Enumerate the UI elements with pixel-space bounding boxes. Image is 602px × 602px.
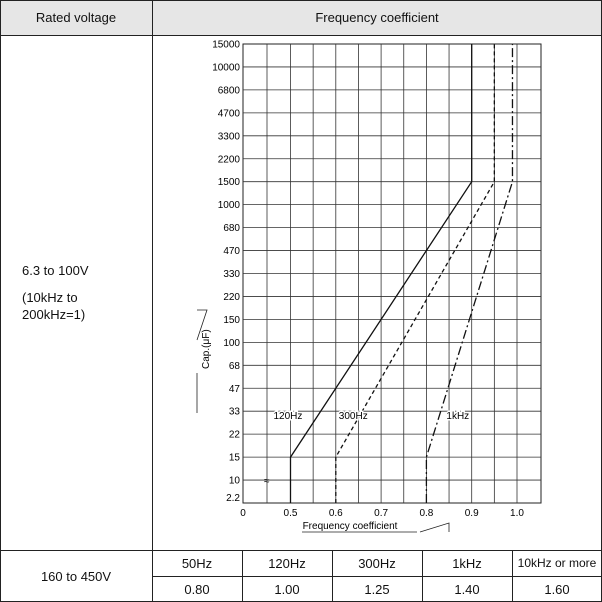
row1-note-line1: (10kHz to <box>22 290 78 305</box>
frequency-coefficient-header-label: Frequency coefficient <box>315 10 439 25</box>
y-tick-label: 470 <box>223 246 240 257</box>
x-tick-label: 0.9 <box>465 508 479 519</box>
row1-voltage: 6.3 to 100V <box>22 263 89 278</box>
y-tick-label: 10 <box>229 476 241 487</box>
y-tick-label: 33 <box>229 407 241 418</box>
coef-120hz: 1.00 <box>274 581 300 597</box>
x-axis-label: Frequency coefficient <box>303 521 398 532</box>
series-label: 300Hz <box>339 411 368 422</box>
y-tick-label: 15 <box>229 453 241 464</box>
col-divider-4 <box>512 550 513 602</box>
coef-cell-1khz: 1.40 <box>422 576 512 602</box>
series-line-120hz <box>289 44 473 503</box>
series-line-300hz <box>335 44 496 503</box>
y-tick-label: 68 <box>229 361 241 372</box>
x-tick-label: 0.7 <box>374 508 388 519</box>
table-border-left <box>0 0 1 602</box>
x-tick-label: 1.0 <box>510 508 524 519</box>
y-axis-arrow-icon <box>196 309 208 341</box>
freq-cell-1khz: 1kHz <box>422 550 512 576</box>
freq-cell-300hz: 300Hz <box>332 550 422 576</box>
left-column-divider <box>152 0 153 602</box>
x-tick-label: 0 <box>240 508 246 519</box>
frequency-coefficient-header: Frequency coefficient <box>152 0 602 35</box>
x-tick-label: 0.5 <box>284 508 298 519</box>
freq-50hz: 50Hz <box>181 555 213 571</box>
y-tick-label: 10000 <box>212 62 240 73</box>
row2-voltage-cell: 160 to 450V <box>0 550 152 602</box>
y-tick-label: 3300 <box>218 131 241 142</box>
row2-inner-divider <box>152 576 602 577</box>
coef-cell-120hz: 1.00 <box>242 576 332 602</box>
row1-note-line2: 200kHz=1) <box>22 307 86 322</box>
axis-break-marker: ≈ <box>264 476 270 487</box>
x-tick-label: 0.8 <box>419 508 433 519</box>
y-tick-label: 47 <box>229 384 241 395</box>
coef-cell-50hz: 0.80 <box>152 576 242 602</box>
y-tick-label: 330 <box>223 269 240 280</box>
coef-cell-300hz: 1.25 <box>332 576 422 602</box>
col-divider-1 <box>242 550 243 602</box>
freq-300hz: 300Hz <box>358 555 396 571</box>
capacitance-frequency-chart: 2.2 10 15 22 33 47 68 100 150 220 330 470 680 1000 150… <box>196 40 542 533</box>
col-divider-2 <box>332 550 333 602</box>
y-tick-label: 2200 <box>218 154 241 165</box>
row1-voltage-cell: 6.3 to 100V (10kHz to 200kHz=1) <box>0 35 152 550</box>
series-label-bg: 1kHz <box>446 411 469 422</box>
y-tick-label: 150 <box>223 315 240 326</box>
series-label: 1kHz <box>446 411 469 422</box>
y-tick-label: 4700 <box>218 108 241 119</box>
y-tick-label: 1500 <box>218 177 241 188</box>
y-tick-label: 22 <box>229 430 241 441</box>
coef-1khz: 1.40 <box>454 581 480 597</box>
coef-300hz: 1.25 <box>364 581 390 597</box>
freq-1khz: 1kHz <box>452 555 482 571</box>
row2-voltage: 160 to 450V <box>40 568 112 584</box>
y-tick-label: 1000 <box>218 200 241 211</box>
coef-50hz: 0.80 <box>184 581 210 597</box>
table-border-top <box>0 0 602 1</box>
series-label-bg: 120Hz <box>274 411 303 422</box>
y-axis-label: Cap.(μF) <box>201 329 212 369</box>
freq-120hz: 120Hz <box>268 555 306 571</box>
y-tick-label: 100 <box>223 338 240 349</box>
y-tick-label: 2.2 <box>226 493 240 504</box>
coef-10khz-or-more: 1.60 <box>544 581 570 597</box>
freq-cell-120hz: 120Hz <box>242 550 332 576</box>
col-divider-3 <box>422 550 423 602</box>
freq-cell-10khz: 10kHz or more <box>512 550 602 576</box>
y-tick-label: 680 <box>223 223 240 234</box>
header-divider <box>0 35 602 36</box>
coef-cell-10khz: 1.60 <box>512 576 602 602</box>
series-label-bg: 300Hz <box>339 411 368 422</box>
freq-cell-50hz: 50Hz <box>152 550 242 576</box>
series-label: 120Hz <box>274 411 303 422</box>
x-tick-label: 0.6 <box>329 508 343 519</box>
freq-10khz-or-more: 10kHz or more <box>517 556 597 570</box>
rated-voltage-header-label: Rated voltage <box>35 10 117 25</box>
y-tick-label: 220 <box>223 292 240 303</box>
row-divider <box>0 550 602 551</box>
y-tick-label: 15000 <box>212 40 240 51</box>
y-tick-label: 6800 <box>218 85 241 96</box>
rated-voltage-header: Rated voltage <box>0 0 152 35</box>
series-line-1khz <box>425 44 514 503</box>
x-axis-arrow-icon <box>419 522 450 533</box>
